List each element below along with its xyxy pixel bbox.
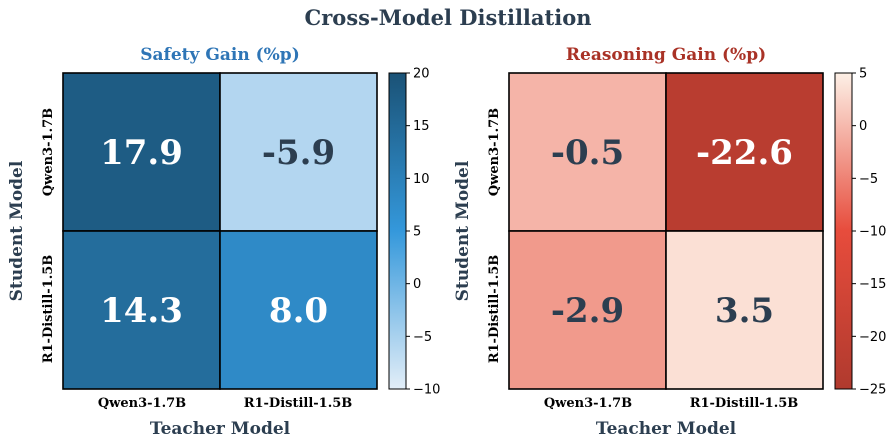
safety-ytick-0: Qwen3-1.7B (41, 108, 56, 196)
safety-colorbar-ticks: 20 15 10 5 0 −5 −10 (406, 67, 440, 398)
safety-colorbar-tick-label: 0 (413, 277, 421, 292)
safety-cell-1-0 (62, 230, 221, 390)
reasoning-cell-label-0-1: -22.6 (696, 133, 793, 173)
reasoning-ytick-0: Qwen3-1.7B (487, 108, 502, 196)
reasoning-colorbar-tick-label: −5 (859, 172, 878, 187)
safety-cell-label-1-1: 8.0 (269, 291, 328, 331)
safety-xlabel: Teacher Model (150, 419, 291, 439)
safety-colorbar-tick-label: 15 (413, 119, 430, 134)
safety-colorbar-tick-label: −10 (413, 383, 440, 398)
safety-cell-label-0-0: 17.9 (100, 133, 183, 173)
safety-cells: 17.9 -5.9 14.3 8.0 (62, 72, 378, 390)
reasoning-cell-label-1-0: -2.9 (551, 291, 624, 331)
safety-colorbar-tick-label: 20 (413, 67, 430, 82)
safety-panel: Safety Gain (%p) 17.9 -5.9 14.3 8.0 Qwen3-1… (7, 45, 440, 439)
reasoning-cell-0-1 (665, 72, 824, 232)
safety-cell-label-1-0: 14.3 (100, 291, 183, 331)
reasoning-cell-label-1-1: 3.5 (715, 291, 774, 331)
safety-xtick-1: R1-Distill-1.5B (244, 396, 353, 411)
reasoning-ytick-1: R1-Distill-1.5B (487, 255, 502, 364)
reasoning-xtick-0: Qwen3-1.7B (544, 396, 632, 411)
figure-title: Cross-Model Distillation (305, 5, 592, 30)
reasoning-cell-0-0 (508, 72, 667, 232)
reasoning-colorbar-tick-label: −25 (859, 383, 886, 398)
reasoning-cell-label-0-0: -0.5 (551, 133, 624, 173)
reasoning-xtick-1: R1-Distill-1.5B (690, 396, 799, 411)
reasoning-colorbar-ticks: 5 0 −5 −10 −15 −20 −25 (852, 67, 886, 398)
safety-cell-1-1 (219, 230, 378, 390)
safety-colorbar-tick-label: −5 (413, 330, 432, 345)
safety-cell-0-1 (219, 72, 378, 232)
reasoning-xlabel: Teacher Model (596, 419, 737, 439)
safety-title: Safety Gain (%p) (140, 45, 299, 65)
safety-colorbar (388, 72, 407, 390)
reasoning-colorbar-tick-label: 0 (859, 119, 867, 134)
reasoning-cell-1-1 (665, 230, 824, 390)
safety-ytick-1: R1-Distill-1.5B (41, 255, 56, 364)
reasoning-ylabel: Student Model (453, 160, 473, 301)
reasoning-colorbar (834, 72, 853, 390)
reasoning-colorbar-tick-label: −10 (859, 225, 886, 240)
reasoning-colorbar-tick-label: 5 (859, 67, 867, 82)
reasoning-panel: Reasoning Gain (%p) -0.5 -22.6 -2.9 3.5 Qwe… (453, 45, 886, 439)
safety-ylabel: Student Model (7, 160, 27, 301)
reasoning-title: Reasoning Gain (%p) (566, 45, 766, 65)
safety-colorbar-tick-label: 5 (413, 225, 421, 240)
safety-cell-label-0-1: -5.9 (262, 133, 335, 173)
reasoning-colorbar-tick-label: −15 (859, 277, 886, 292)
reasoning-cells: -0.5 -22.6 -2.9 3.5 (508, 72, 824, 390)
safety-cell-0-0 (62, 72, 221, 232)
safety-xtick-0: Qwen3-1.7B (98, 396, 186, 411)
safety-colorbar-tick-label: 10 (413, 172, 430, 187)
reasoning-colorbar-tick-label: −20 (859, 330, 886, 345)
